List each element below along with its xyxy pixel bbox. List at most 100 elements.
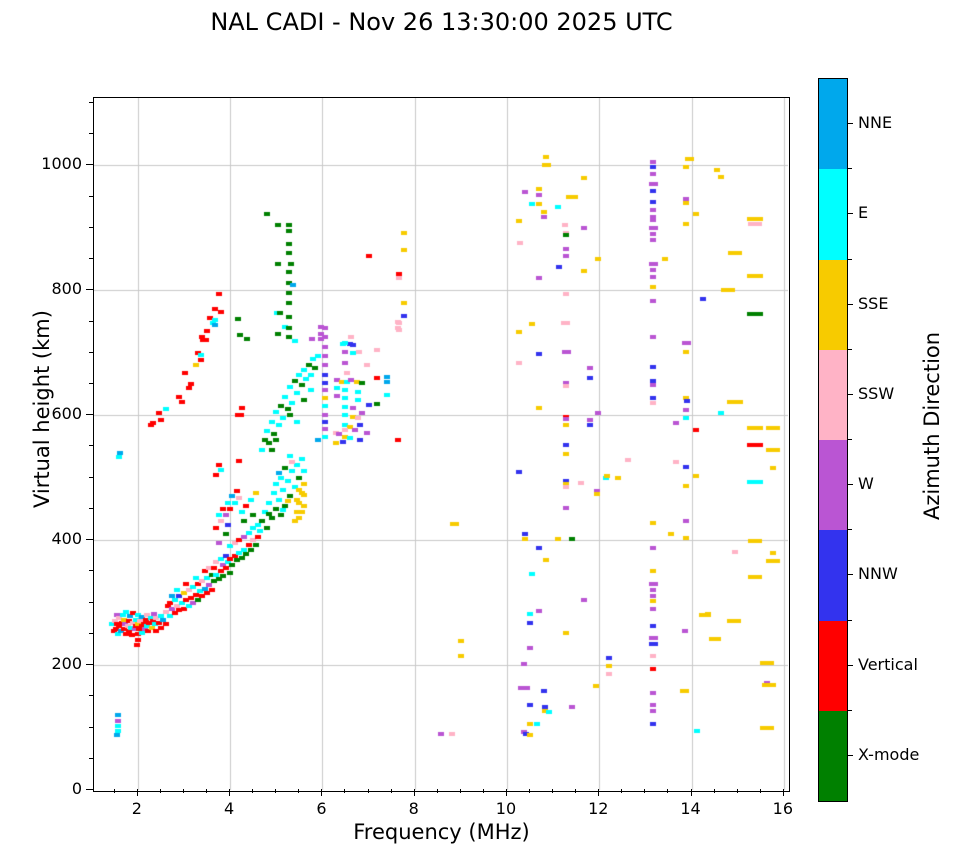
x-tick-label: 6 [316, 799, 327, 818]
y-tick-mark [86, 789, 93, 790]
y-tick-mark [86, 289, 93, 291]
x-minor-tick-mark [621, 789, 623, 793]
x-tick-label: 10 [495, 799, 517, 818]
x-tick-label: 2 [131, 799, 142, 818]
x-minor-tick-mark [159, 789, 161, 793]
x-minor-tick-mark [298, 789, 300, 793]
y-tick-mark [86, 539, 93, 541]
x-tick-mark [321, 789, 323, 796]
colorbar-tick-mark [848, 754, 853, 756]
x-tick-label: 14 [680, 799, 701, 818]
colorbar-tick-mark [848, 664, 853, 666]
y-tick-mark [86, 664, 93, 666]
x-minor-tick-mark [459, 789, 461, 793]
x-minor-tick-mark [759, 789, 761, 793]
colorbar-segment-e [819, 169, 847, 260]
x-axis-label: Frequency (MHz) [353, 820, 530, 844]
y-minor-tick-mark [89, 351, 93, 353]
x-tick-mark [782, 789, 784, 796]
x-minor-tick-mark [667, 789, 669, 793]
y-minor-tick-mark [89, 476, 93, 478]
x-tick-label: 8 [408, 799, 419, 818]
colorbar-label-e: E [858, 203, 869, 223]
x-tick-mark [690, 789, 692, 796]
colorbar-label-ssw: SSW [858, 383, 895, 403]
y-minor-tick-mark [89, 101, 93, 103]
colorbar-segment-nnw [819, 530, 847, 621]
x-tick-label: 16 [772, 799, 794, 818]
x-minor-tick-mark [713, 789, 715, 793]
x-minor-tick-mark [344, 789, 346, 793]
colorbar-boundary-tick [848, 529, 852, 531]
y-minor-tick-mark [89, 601, 93, 603]
colorbar-tick-mark [848, 393, 853, 395]
y-minor-tick-mark [89, 320, 93, 322]
colorbar-label-vertical: Vertical [858, 654, 918, 674]
colorbar-segment-x-mode [819, 710, 847, 801]
y-minor-tick-mark [89, 133, 93, 135]
colorbar-boundary-tick [848, 348, 852, 350]
x-minor-tick-mark [275, 789, 277, 793]
y-minor-tick-mark [89, 570, 93, 572]
x-minor-tick-mark [644, 789, 646, 793]
ionogram-plot [93, 97, 790, 792]
y-minor-tick-mark [89, 226, 93, 228]
colorbar-label-x-mode: X-mode [858, 744, 920, 764]
y-minor-tick-mark [89, 383, 93, 385]
y-tick-label: 600 [51, 404, 82, 424]
colorbar-label-w: W [858, 474, 874, 494]
x-minor-tick-mark [182, 789, 184, 793]
y-tick-label: 1000 [41, 154, 82, 174]
colorbar-segment-ssw [819, 349, 847, 440]
y-tick-mark [86, 164, 93, 166]
colorbar-boundary-tick [848, 439, 852, 440]
x-minor-tick-mark [252, 789, 254, 793]
azimuth-colorbar [818, 78, 848, 802]
x-minor-tick-mark [575, 789, 577, 793]
y-minor-tick-mark [89, 757, 93, 759]
colorbar-segment-w [819, 440, 847, 531]
x-tick-label: 12 [588, 799, 609, 818]
colorbar-tick-mark [848, 484, 853, 486]
plot-title: NAL CADI - Nov 26 13:30:00 2025 UTC [210, 8, 673, 36]
y-tick-label: 400 [51, 529, 82, 549]
x-tick-mark [136, 789, 138, 796]
colorbar-tick-mark [848, 123, 853, 125]
x-tick-label: 4 [224, 799, 235, 818]
colorbar-boundary-tick [848, 709, 852, 711]
x-minor-tick-mark [113, 789, 115, 793]
x-minor-tick-mark [552, 789, 554, 793]
y-minor-tick-mark [89, 632, 93, 634]
colorbar-title: Azimuth Direction [920, 331, 944, 520]
y-minor-tick-mark [89, 695, 93, 697]
colorbar-tick-mark [848, 574, 853, 576]
y-tick-label: 800 [51, 279, 82, 299]
x-minor-tick-mark [206, 789, 208, 793]
x-minor-tick-mark [529, 789, 531, 793]
y-axis-label: Virtual height (km) [30, 310, 54, 508]
x-minor-tick-mark [736, 789, 738, 793]
y-minor-tick-mark [89, 258, 93, 260]
colorbar-segment-nne [819, 79, 847, 170]
y-minor-tick-mark [89, 726, 93, 728]
y-tick-label: 200 [51, 654, 82, 674]
colorbar-boundary-tick [848, 258, 852, 260]
colorbar-tick-mark [848, 213, 853, 215]
y-tick-label: 0 [71, 779, 82, 798]
x-tick-mark [229, 789, 231, 796]
y-minor-tick-mark [89, 195, 93, 197]
colorbar-segment-vertical [819, 620, 847, 711]
scatter-canvas [94, 98, 788, 790]
x-minor-tick-mark [436, 789, 438, 793]
x-tick-mark [598, 789, 600, 796]
x-minor-tick-mark [367, 789, 369, 793]
colorbar-label-sse: SSE [858, 293, 889, 313]
x-tick-mark [505, 789, 507, 796]
colorbar-tick-mark [848, 303, 853, 305]
y-tick-mark [86, 414, 93, 416]
x-tick-mark [413, 789, 415, 796]
colorbar-label-nnw: NNW [858, 564, 898, 584]
colorbar-segment-sse [819, 259, 847, 350]
x-minor-tick-mark [482, 789, 484, 793]
